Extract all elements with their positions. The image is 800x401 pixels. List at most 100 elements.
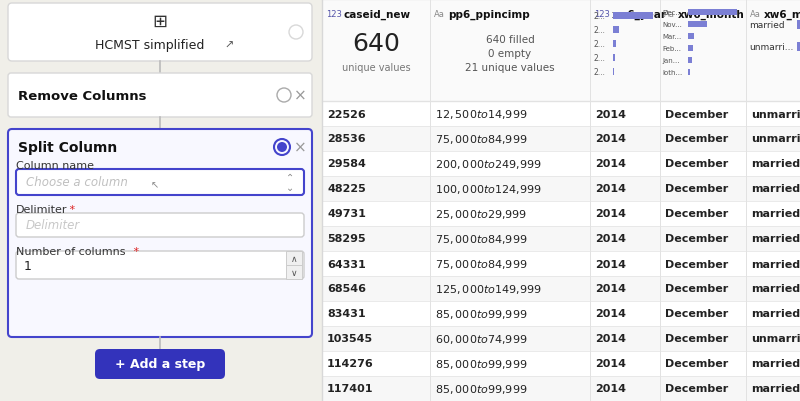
- Bar: [0, 0, 320, 401]
- Text: Delimiter: Delimiter: [16, 205, 67, 215]
- Text: Column name: Column name: [16, 160, 94, 170]
- Text: ↗: ↗: [224, 41, 234, 51]
- Bar: [322, 102, 800, 127]
- Text: married: married: [751, 383, 800, 393]
- Text: $85,000 to $99,999: $85,000 to $99,999: [435, 357, 527, 370]
- Text: pp6_ppincimp: pp6_ppincimp: [448, 10, 530, 20]
- Text: 2014: 2014: [595, 259, 626, 269]
- Text: December: December: [665, 259, 728, 269]
- Text: 114276: 114276: [327, 358, 374, 369]
- Text: 28536: 28536: [327, 134, 366, 144]
- Text: 2014: 2014: [595, 284, 626, 294]
- FancyBboxPatch shape: [8, 130, 312, 337]
- Text: ∧: ∧: [290, 254, 298, 263]
- Text: 2...: 2...: [593, 40, 605, 49]
- Bar: [322, 0, 800, 102]
- Bar: [322, 201, 800, 227]
- Text: 2014: 2014: [595, 383, 626, 393]
- Text: $75,000 to $84,999: $75,000 to $84,999: [435, 257, 527, 270]
- Text: 2014: 2014: [595, 234, 626, 244]
- Text: Delimiter: Delimiter: [26, 219, 80, 232]
- Bar: [286, 265, 302, 279]
- Bar: [613, 27, 619, 34]
- Text: married: married: [751, 159, 800, 169]
- Text: married: married: [751, 284, 800, 294]
- Text: Nov...: Nov...: [662, 22, 682, 28]
- Text: Split Column: Split Column: [18, 141, 118, 155]
- FancyBboxPatch shape: [16, 251, 304, 279]
- Text: 21 unique values: 21 unique values: [465, 63, 555, 73]
- Text: 2014: 2014: [595, 209, 626, 219]
- Bar: [322, 176, 800, 201]
- Text: ⌄: ⌄: [286, 182, 294, 192]
- Bar: [613, 41, 616, 48]
- Text: *: *: [66, 205, 75, 215]
- Text: $60,000 to $74,999: $60,000 to $74,999: [435, 332, 527, 345]
- FancyBboxPatch shape: [16, 170, 304, 196]
- Text: 64331: 64331: [327, 259, 366, 269]
- Text: married: married: [751, 259, 800, 269]
- Text: $25,000 to $29,999: $25,000 to $29,999: [435, 207, 527, 221]
- Text: xw6_year: xw6_year: [612, 10, 667, 20]
- Text: Aa: Aa: [434, 10, 445, 19]
- Text: married: married: [751, 209, 800, 219]
- Bar: [797, 43, 800, 52]
- Text: Feb...: Feb...: [662, 46, 681, 52]
- FancyBboxPatch shape: [8, 74, 312, 118]
- Circle shape: [277, 143, 287, 153]
- Text: ⊞: ⊞: [153, 13, 167, 31]
- Text: 22526: 22526: [327, 109, 366, 119]
- Bar: [286, 251, 302, 265]
- Text: 49731: 49731: [327, 209, 366, 219]
- Bar: [322, 326, 800, 351]
- Text: 640 filled: 640 filled: [486, 35, 534, 45]
- Text: unmarried: unmarried: [751, 334, 800, 344]
- Bar: [322, 376, 800, 401]
- Text: $12,500 to $14,999: $12,500 to $14,999: [435, 108, 527, 121]
- Text: ×: ×: [294, 140, 306, 155]
- Bar: [322, 351, 800, 376]
- Bar: [797, 21, 800, 30]
- Text: 2014: 2014: [595, 134, 626, 144]
- Text: 83431: 83431: [327, 309, 366, 319]
- Text: loth...: loth...: [662, 70, 682, 76]
- Text: $125,000 to $149,999: $125,000 to $149,999: [435, 282, 542, 295]
- Text: ×: ×: [294, 88, 306, 103]
- FancyBboxPatch shape: [95, 349, 225, 379]
- Text: 103545: 103545: [327, 334, 373, 344]
- Text: Number of columns: Number of columns: [16, 246, 126, 256]
- Text: Aa: Aa: [664, 10, 675, 19]
- Text: December: December: [665, 159, 728, 169]
- Bar: [688, 46, 693, 52]
- Text: $100,000 to $124,999: $100,000 to $124,999: [435, 182, 542, 196]
- Text: December: December: [665, 284, 728, 294]
- Bar: [613, 13, 653, 20]
- Text: Remove Columns: Remove Columns: [18, 89, 146, 102]
- Text: 2...: 2...: [593, 26, 605, 35]
- Bar: [613, 69, 614, 76]
- Text: married: married: [751, 234, 800, 244]
- Text: 0 empty: 0 empty: [489, 49, 531, 59]
- Text: 2014: 2014: [595, 358, 626, 369]
- Text: December: December: [665, 383, 728, 393]
- Text: married: married: [751, 309, 800, 319]
- Text: 29584: 29584: [327, 159, 366, 169]
- Text: 2014: 2014: [595, 334, 626, 344]
- Text: xw6_month: xw6_month: [678, 10, 745, 20]
- Text: 68546: 68546: [327, 284, 366, 294]
- Text: unmarri...: unmarri...: [749, 43, 794, 52]
- Text: December: December: [665, 334, 728, 344]
- Text: unique values: unique values: [342, 63, 410, 73]
- Text: ∨: ∨: [290, 268, 298, 277]
- Bar: [688, 34, 694, 40]
- Bar: [322, 276, 800, 301]
- Text: xw6_m...: xw6_m...: [764, 10, 800, 20]
- Text: 640: 640: [352, 32, 400, 56]
- Bar: [688, 10, 737, 16]
- Text: 1: 1: [24, 259, 32, 272]
- Text: ↖: ↖: [151, 180, 159, 190]
- Text: December: December: [665, 309, 728, 319]
- Text: 2014: 2014: [595, 184, 626, 194]
- Text: + Add a step: + Add a step: [115, 358, 205, 371]
- Text: caseid_new: caseid_new: [344, 10, 411, 20]
